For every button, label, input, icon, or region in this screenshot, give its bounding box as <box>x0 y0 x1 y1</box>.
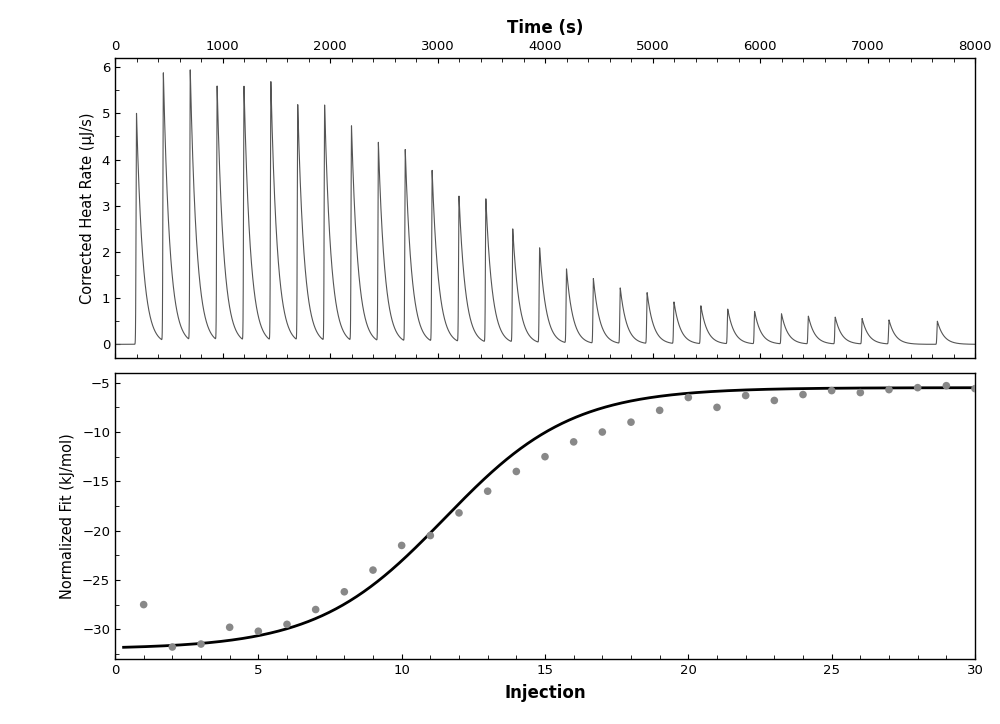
Point <box>824 385 840 397</box>
Point <box>508 466 524 477</box>
Point <box>365 564 381 576</box>
Point <box>193 639 209 650</box>
X-axis label: Time (s): Time (s) <box>507 19 583 37</box>
Point <box>967 383 983 395</box>
Point <box>594 426 610 438</box>
Y-axis label: Corrected Heat Rate (μJ/s): Corrected Heat Rate (μJ/s) <box>80 112 95 304</box>
Point <box>222 621 238 633</box>
Point <box>422 530 438 542</box>
Point <box>480 485 496 497</box>
Point <box>910 382 926 393</box>
Point <box>652 405 668 416</box>
Point <box>308 604 324 615</box>
Point <box>566 436 582 447</box>
Point <box>394 539 410 551</box>
Point <box>537 451 553 463</box>
Y-axis label: Normalized Fit (kJ/mol): Normalized Fit (kJ/mol) <box>60 433 75 599</box>
Point <box>709 402 725 413</box>
Point <box>279 618 295 630</box>
Point <box>623 416 639 428</box>
Point <box>136 599 152 610</box>
Point <box>852 387 868 398</box>
Point <box>766 395 782 406</box>
Point <box>795 389 811 400</box>
Point <box>336 586 352 597</box>
Point <box>680 392 696 403</box>
Point <box>164 641 180 653</box>
Point <box>881 384 897 395</box>
Point <box>451 507 467 518</box>
Point <box>938 380 954 392</box>
Point <box>250 626 266 637</box>
X-axis label: Injection: Injection <box>504 683 586 702</box>
Point <box>738 390 754 401</box>
